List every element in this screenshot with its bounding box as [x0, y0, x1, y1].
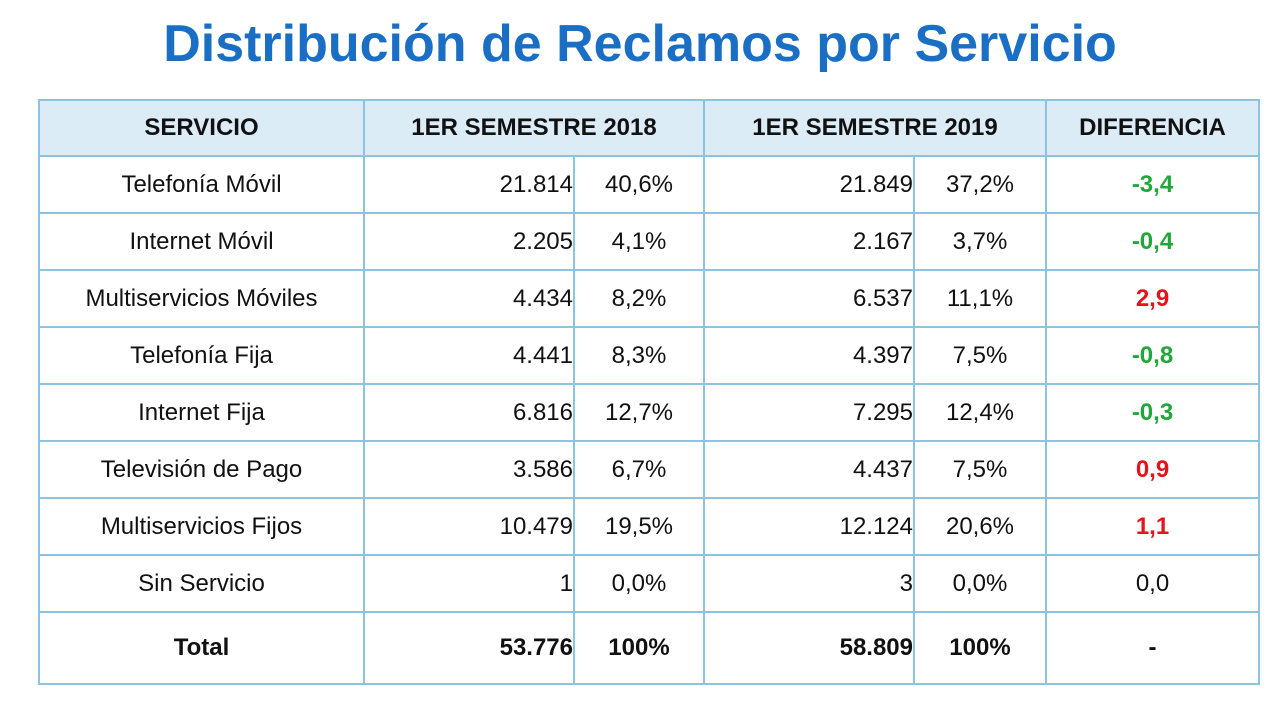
share-2018: 8,3%: [573, 326, 705, 385]
header-service: SERVICIO: [38, 99, 365, 157]
claims-2019: 12.124: [703, 497, 915, 556]
claims-2018: 6.816: [363, 383, 575, 442]
difference-value: 2,9: [1045, 269, 1260, 328]
claims-2019: 3: [703, 554, 915, 613]
service-name: Telefonía Móvil: [38, 155, 365, 214]
difference-value: -3,4: [1045, 155, 1260, 214]
difference-value: 0,0: [1045, 554, 1260, 613]
share-2019: 20,6%: [913, 497, 1047, 556]
share-2018: 0,0%: [573, 554, 705, 613]
table-row: Multiservicios Móviles 4.434 8,2% 6.537 …: [38, 269, 1260, 328]
share-2019: 7,5%: [913, 326, 1047, 385]
share-2019: 37,2%: [913, 155, 1047, 214]
claims-2018: 1: [363, 554, 575, 613]
header-row: SERVICIO 1ER SEMESTRE 2018 1ER SEMESTRE …: [38, 99, 1260, 157]
difference-value: 1,1: [1045, 497, 1260, 556]
table-row: Sin Servicio 1 0,0% 3 0,0% 0,0: [38, 554, 1260, 613]
total-claims-2018: 53.776: [363, 611, 575, 685]
claims-table: SERVICIO 1ER SEMESTRE 2018 1ER SEMESTRE …: [38, 99, 1260, 685]
share-2018: 40,6%: [573, 155, 705, 214]
share-2019: 7,5%: [913, 440, 1047, 499]
share-2018: 12,7%: [573, 383, 705, 442]
difference-value: -0,4: [1045, 212, 1260, 271]
table-row: Internet Móvil 2.205 4,1% 2.167 3,7% -0,…: [38, 212, 1260, 271]
total-share-2019: 100%: [913, 611, 1047, 685]
share-2018: 19,5%: [573, 497, 705, 556]
header-semester-2018: 1ER SEMESTRE 2018: [363, 99, 705, 157]
claims-2019: 6.537: [703, 269, 915, 328]
table-row: Televisión de Pago 3.586 6,7% 4.437 7,5%…: [38, 440, 1260, 499]
total-claims-2019: 58.809: [703, 611, 915, 685]
service-name: Sin Servicio: [38, 554, 365, 613]
table-row: Internet Fija 6.816 12,7% 7.295 12,4% -0…: [38, 383, 1260, 442]
table-row: Telefonía Fija 4.441 8,3% 4.397 7,5% -0,…: [38, 326, 1260, 385]
service-name: Telefonía Fija: [38, 326, 365, 385]
share-2018: 8,2%: [573, 269, 705, 328]
difference-value: -0,3: [1045, 383, 1260, 442]
share-2019: 12,4%: [913, 383, 1047, 442]
share-2018: 4,1%: [573, 212, 705, 271]
header-semester-2019: 1ER SEMESTRE 2019: [703, 99, 1047, 157]
table-row: Telefonía Móvil 21.814 40,6% 21.849 37,2…: [38, 155, 1260, 214]
difference-value: 0,9: [1045, 440, 1260, 499]
service-name: Multiservicios Fijos: [38, 497, 365, 556]
claims-2018: 3.586: [363, 440, 575, 499]
claims-2019: 4.397: [703, 326, 915, 385]
claims-2019: 4.437: [703, 440, 915, 499]
service-name: Internet Fija: [38, 383, 365, 442]
table-row: Multiservicios Fijos 10.479 19,5% 12.124…: [38, 497, 1260, 556]
share-2018: 6,7%: [573, 440, 705, 499]
page-title: Distribución de Reclamos por Servicio: [163, 15, 1117, 73]
claims-2018: 4.441: [363, 326, 575, 385]
total-row: Total 53.776 100% 58.809 100% -: [38, 611, 1260, 685]
total-share-2018: 100%: [573, 611, 705, 685]
claims-2019: 7.295: [703, 383, 915, 442]
share-2019: 3,7%: [913, 212, 1047, 271]
difference-value: -0,8: [1045, 326, 1260, 385]
claims-2018: 2.205: [363, 212, 575, 271]
service-name: Internet Móvil: [38, 212, 365, 271]
service-name: Televisión de Pago: [38, 440, 365, 499]
claims-2019: 2.167: [703, 212, 915, 271]
claims-2019: 21.849: [703, 155, 915, 214]
total-label: Total: [38, 611, 365, 685]
claims-2018: 21.814: [363, 155, 575, 214]
claims-2018: 4.434: [363, 269, 575, 328]
service-name: Multiservicios Móviles: [38, 269, 365, 328]
share-2019: 0,0%: [913, 554, 1047, 613]
share-2019: 11,1%: [913, 269, 1047, 328]
claims-2018: 10.479: [363, 497, 575, 556]
header-difference: DIFERENCIA: [1045, 99, 1260, 157]
total-difference: -: [1045, 611, 1260, 685]
